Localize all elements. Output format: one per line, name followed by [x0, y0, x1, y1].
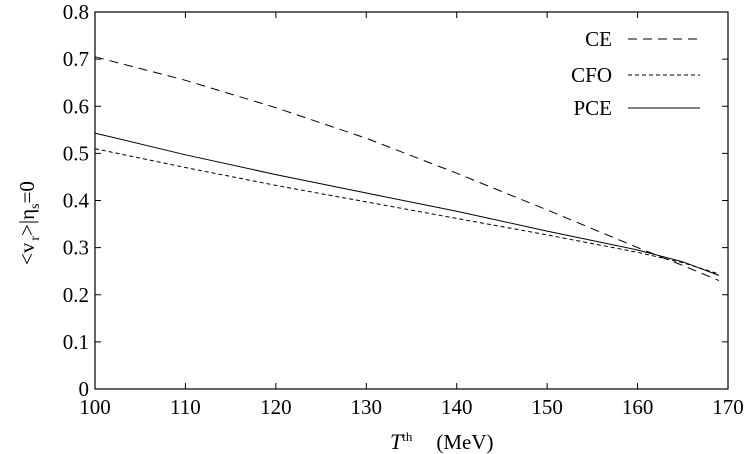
legend-label-pce: PCE [573, 96, 612, 120]
y-tick-label: 0.5 [63, 141, 89, 165]
plot-frame [94, 11, 729, 390]
y-axis-text: <v [15, 242, 39, 265]
y-tick-label: 0.4 [63, 189, 90, 213]
legend-label-ce: CE [585, 27, 612, 51]
y-tick-label: 0.8 [63, 0, 89, 24]
series-line-cfo [94, 148, 720, 275]
x-tick-label: 150 [531, 395, 563, 419]
x-axis-unit: (MeV) [436, 430, 493, 454]
y-tick-label: 0.2 [63, 283, 89, 307]
y-axis-title: <vr>|ηs=0 [15, 181, 43, 265]
series-line-pce [94, 132, 720, 276]
y-axis-sub: r [28, 236, 43, 241]
x-tick-label: 160 [622, 395, 654, 419]
y-axis-close: >| [15, 220, 39, 236]
y-axis-eta-sub: s [28, 203, 43, 208]
y-tick-label: 0.6 [63, 94, 89, 118]
x-tick-label: 120 [260, 395, 292, 419]
y-tick-label: 0.3 [63, 236, 89, 260]
x-tick-label: 140 [441, 395, 473, 419]
x-tick-label: 130 [351, 395, 383, 419]
x-axis-sup: th [402, 429, 413, 444]
series-layer [94, 56, 720, 282]
x-axis-title: Tth (MeV) [390, 429, 494, 454]
legend: CE CFO PCE [571, 27, 700, 120]
legend-label-cfo: CFO [571, 63, 612, 87]
y-axis-eta: η [15, 209, 39, 220]
y-tick-label: 0.7 [63, 47, 89, 71]
axis-ticks: 100 110 120 130 140 150 160 170 0 0.1 0.2 0.3 0.4 0.5… [63, 0, 744, 419]
y-axis-eq: =0 [15, 181, 39, 203]
y-tick-label: 0 [79, 377, 90, 401]
x-tick-label: 100 [79, 395, 111, 419]
x-axis-symbol: T [390, 429, 404, 454]
y-tick-label: 0.1 [63, 330, 89, 354]
x-tick-label: 110 [170, 395, 201, 419]
x-tick-label: 170 [712, 395, 744, 419]
